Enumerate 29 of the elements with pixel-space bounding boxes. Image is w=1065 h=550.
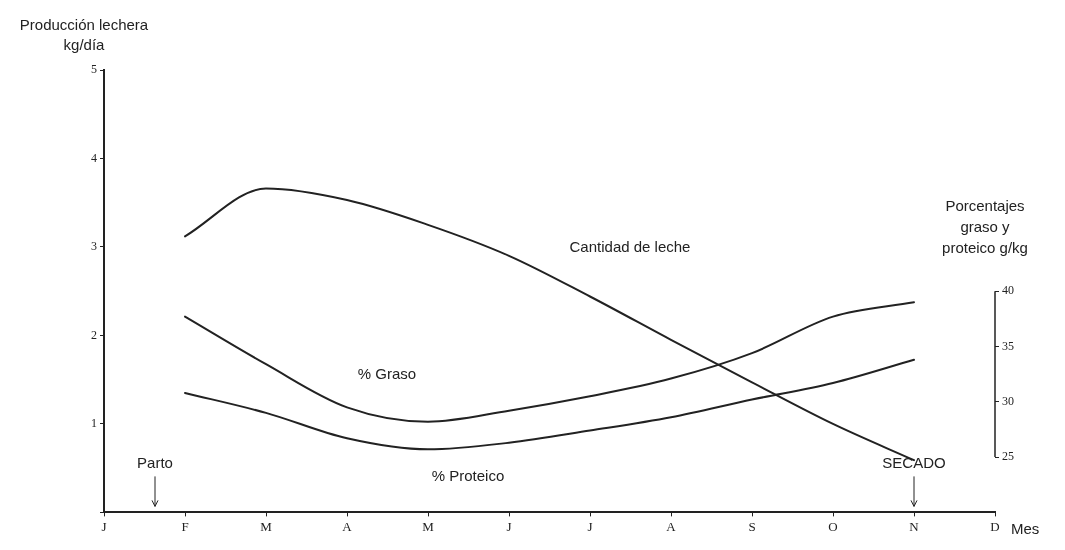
x-tick-label: O: [828, 518, 838, 534]
y2-tick-label: 30: [1002, 393, 1014, 408]
y2-axis-title: Porcentajes graso y proteico g/kg: [942, 197, 1028, 257]
x-tick-label: A: [342, 518, 353, 534]
series-label: % Proteico: [431, 467, 505, 485]
y2-tick-label: 25: [1002, 449, 1014, 464]
series-label: % Graso: [357, 365, 417, 383]
x-tick-label: J: [101, 518, 107, 534]
series-label: Cantidad de leche: [569, 237, 691, 255]
y-axis-title: Producción lechera kg/día: [19, 16, 149, 53]
y-tick-label: 1: [91, 416, 97, 431]
y-tick-label: 5: [91, 62, 97, 77]
y2-tick-label: 35: [1002, 338, 1014, 353]
y2-tick-label: 40: [1002, 283, 1014, 298]
x-tick-label: J: [587, 518, 593, 534]
x-tick-label: S: [748, 518, 756, 534]
annotation: Parto: [137, 454, 173, 472]
y-tick-label: 3: [91, 239, 97, 254]
x-tick-label: A: [666, 518, 677, 534]
x-tick-label: D: [990, 518, 1000, 534]
y-tick-label: 4: [91, 150, 97, 165]
annotation: SECADO: [882, 454, 946, 472]
y-tick-label: 2: [91, 327, 97, 342]
x-axis-title: Mes: [1011, 520, 1040, 538]
x-tick-label: M: [422, 518, 435, 534]
x-tick-label: F: [181, 518, 189, 534]
x-tick-label: M: [260, 518, 273, 534]
x-tick-label: J: [506, 518, 512, 534]
x-tick-label: N: [909, 518, 920, 534]
